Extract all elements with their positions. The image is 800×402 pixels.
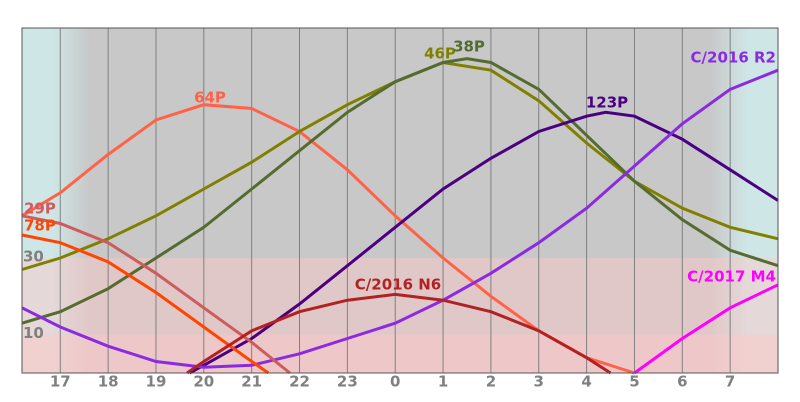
x-tick-label: 22 [289, 373, 310, 391]
x-tick-label: 5 [629, 373, 639, 391]
altitude-band [22, 258, 778, 373]
altitude-line [21, 68, 779, 369]
y-tick-label: 30 [23, 248, 44, 266]
x-tick-label: 20 [193, 373, 214, 391]
x-tick-label: 23 [337, 373, 358, 391]
altitude-line [633, 283, 779, 375]
x-tick-label: 7 [725, 373, 735, 391]
x-tick-label: 2 [486, 373, 496, 391]
x-tick-label: 6 [677, 373, 687, 391]
series-label: 38P [453, 38, 485, 56]
plot-frame [21, 27, 779, 374]
series-label: 29P [24, 200, 56, 218]
altitude-band [22, 334, 778, 373]
series-label: 64P [194, 89, 226, 107]
altitude-line [21, 103, 635, 375]
x-tick-label: 19 [146, 373, 167, 391]
altitude-line [188, 110, 779, 375]
x-tick-label: 0 [390, 373, 400, 391]
altitude-line [21, 214, 291, 375]
altitude-line [21, 57, 779, 325]
x-tick-label: 17 [50, 373, 71, 391]
altitude-line [21, 233, 270, 375]
altitude-line [186, 292, 612, 375]
x-tick-label: 3 [534, 373, 544, 391]
series-label: 123P [586, 94, 628, 112]
series-label: 78P [24, 217, 56, 235]
x-tick-label: 4 [581, 373, 591, 391]
x-tick-label: 1 [438, 373, 448, 391]
series-label: C/2016 N6 [355, 276, 441, 294]
x-tick-label: 18 [98, 373, 119, 391]
series-label: C/2017 M4 [687, 268, 776, 286]
series-label: 46P [424, 45, 456, 63]
y-tick-label: 10 [23, 324, 44, 342]
series-label: C/2016 R2 [691, 49, 776, 67]
twilight-background [22, 28, 778, 373]
x-tick-label: 21 [241, 373, 262, 391]
